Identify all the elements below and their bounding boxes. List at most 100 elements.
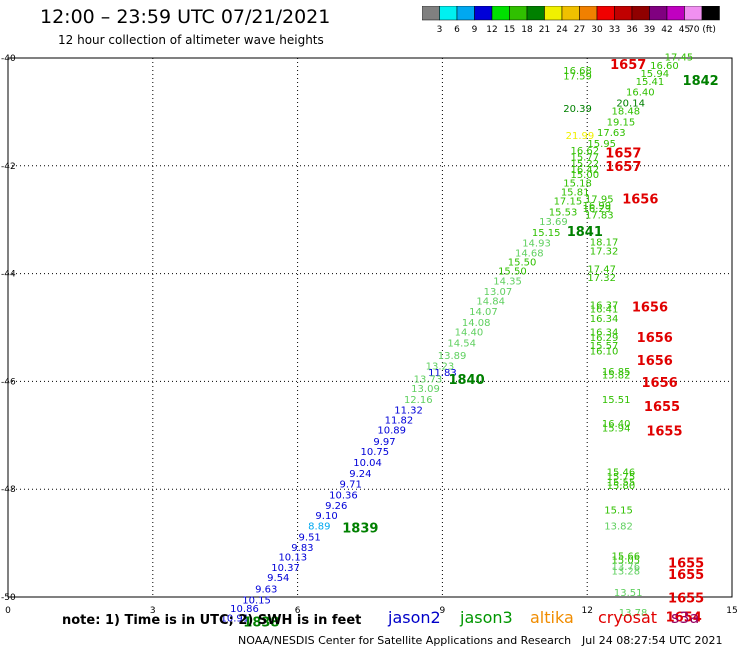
wave-height-marks: 17.4516.6015.9415.4116.4020.1418.4819.15… — [221, 53, 719, 631]
x-tick-label: 15 — [726, 606, 737, 616]
wave-height-value: 13.82 — [604, 522, 633, 533]
wave-height-value: 16.41 — [590, 304, 619, 315]
footnote: note: 1) Time is in UTC; 2) SWH is in fe… — [62, 613, 362, 628]
wave-height-value: 11.32 — [394, 406, 423, 417]
colorbar-label: 42 — [661, 25, 672, 35]
colorbar-label: 39 — [644, 25, 656, 35]
wave-height-value: 16.29 — [583, 204, 612, 215]
wave-height-value: 15.82 — [602, 371, 631, 382]
y-tick-label: -46 — [1, 377, 16, 387]
plot-frame — [7, 57, 733, 598]
wave-height-value: 20.39 — [563, 104, 592, 115]
legend-s3a: s3a — [671, 608, 700, 627]
pass-time-label: 1655 — [644, 400, 680, 415]
legend-jason2: jason2 — [388, 608, 441, 627]
wave-height-value: 15.94 — [640, 69, 669, 80]
colorbar-label: 36 — [626, 25, 638, 35]
wave-height-value: 10.13 — [278, 552, 307, 563]
wave-height-value: 17.32 — [587, 273, 616, 284]
wave-height-value: 20.14 — [616, 99, 645, 110]
chart-title: 12:00 – 23:59 UTC 07/21/2021 — [40, 6, 331, 28]
wave-height-value: 13.07 — [484, 287, 513, 298]
wave-height-value: 16.40 — [626, 88, 655, 99]
pass-time-label: 1656 — [642, 376, 678, 391]
wave-height-value: 15.95 — [587, 139, 616, 150]
pass-time-label: 1842 — [683, 74, 719, 89]
wave-height-value: 15.53 — [549, 207, 578, 218]
colorbar-label: 33 — [609, 25, 620, 35]
pass-time-label: 1655 — [668, 556, 704, 571]
wave-height-value: 17.63 — [597, 128, 626, 139]
wave-height-value: 14.54 — [447, 338, 476, 349]
pass-time-label: 1841 — [567, 225, 603, 240]
wave-height-value: 16.42 — [570, 165, 599, 176]
wave-height-value: 15.80 — [607, 481, 636, 492]
wave-height-value: 15.77 — [570, 152, 599, 163]
wave-height-value: 14.07 — [469, 307, 498, 318]
colorbar-swatch — [701, 6, 720, 21]
colorbar-label: 45 — [679, 25, 690, 35]
wave-height-value: 9.97 — [373, 437, 395, 448]
wave-height-value: 16.85 — [602, 367, 631, 378]
chart-subtitle: 12 hour collection of altimeter wave hei… — [58, 33, 324, 47]
wave-height-value: 13.78 — [619, 608, 648, 619]
wave-height-value: 14.40 — [455, 328, 484, 339]
wave-height-value: 10.15 — [242, 595, 271, 606]
wave-height-value: 16.37 — [590, 301, 619, 312]
colorbar-label: 21 — [539, 25, 550, 35]
x-tick-label: 0 — [5, 606, 11, 616]
wave-height-value: 18.17 — [590, 238, 619, 249]
wave-height-value: 13.76 — [611, 562, 640, 573]
wave-height-value: 12.16 — [404, 395, 433, 406]
colorbar-label: 9 — [472, 25, 478, 35]
wave-height-value: 15.57 — [590, 341, 619, 352]
wave-height-value: 17.45 — [665, 53, 694, 64]
wave-height-value: 16.99 — [583, 201, 612, 212]
wave-height-value: 16.10 — [590, 346, 619, 357]
wave-height-value: 16.34 — [590, 314, 619, 325]
pass-time-label: 1654 — [666, 610, 702, 625]
wave-height-value: 16.62 — [570, 146, 599, 157]
wave-height-value: 15.50 — [508, 258, 537, 269]
wave-height-value: 10.89 — [377, 426, 406, 437]
wave-height-value: 16.40 — [602, 419, 631, 430]
colorbar-label: 6 — [454, 25, 460, 35]
wave-height-value: 11.82 — [385, 415, 414, 426]
wave-height-value: 14.93 — [522, 239, 551, 250]
wave-height-value: 10.04 — [353, 458, 382, 469]
wave-height-value: 21.99 — [566, 131, 595, 142]
wave-height-value: 16.29 — [590, 333, 619, 344]
wave-height-value: 18.48 — [611, 107, 640, 118]
pass-time-label: 1655 — [668, 568, 704, 583]
wave-height-value: 13.09 — [411, 384, 440, 395]
wave-height-value: 10.86 — [230, 604, 259, 615]
legend-altika: altika — [530, 608, 574, 627]
x-tick-label: 6 — [295, 606, 301, 616]
wave-height-value: 16.68 — [563, 66, 592, 77]
credit-line: NOAA/NESDIS Center for Satellite Applica… — [238, 634, 572, 647]
wave-height-value: 10.91 — [221, 613, 250, 624]
wave-height-value: 15.22 — [570, 159, 599, 170]
wave-height-value: 17.15 — [554, 197, 583, 208]
wave-height-value: 16.60 — [650, 61, 679, 72]
wave-height-value: 14.84 — [476, 296, 505, 307]
wave-height-value: 15.00 — [570, 170, 599, 181]
colorbar-label: 24 — [556, 25, 568, 35]
wave-height-value: 9.10 — [315, 511, 337, 522]
colorbar-label: 15 — [504, 25, 515, 35]
generation-timestamp: Jul 24 08:27:54 UTC 2021 — [582, 634, 723, 647]
wave-height-value: 14.35 — [493, 276, 522, 287]
wave-height-value: 9.51 — [299, 532, 321, 543]
y-tick-label: -40 — [1, 54, 16, 64]
wave-height-value: 15.41 — [636, 77, 665, 88]
x-tick-label: 9 — [440, 606, 446, 616]
wave-height-value: 15.50 — [498, 267, 527, 278]
wave-height-value: 19.15 — [607, 117, 636, 128]
wave-height-value: 10.36 — [329, 490, 358, 501]
wave-height-value: 14.08 — [462, 318, 491, 329]
pass-time-label: 1656 — [637, 354, 673, 369]
wave-height-value: 13.28 — [611, 566, 640, 577]
wave-height-value: 14.68 — [515, 248, 544, 259]
colorbar-label: 3 — [437, 25, 443, 35]
